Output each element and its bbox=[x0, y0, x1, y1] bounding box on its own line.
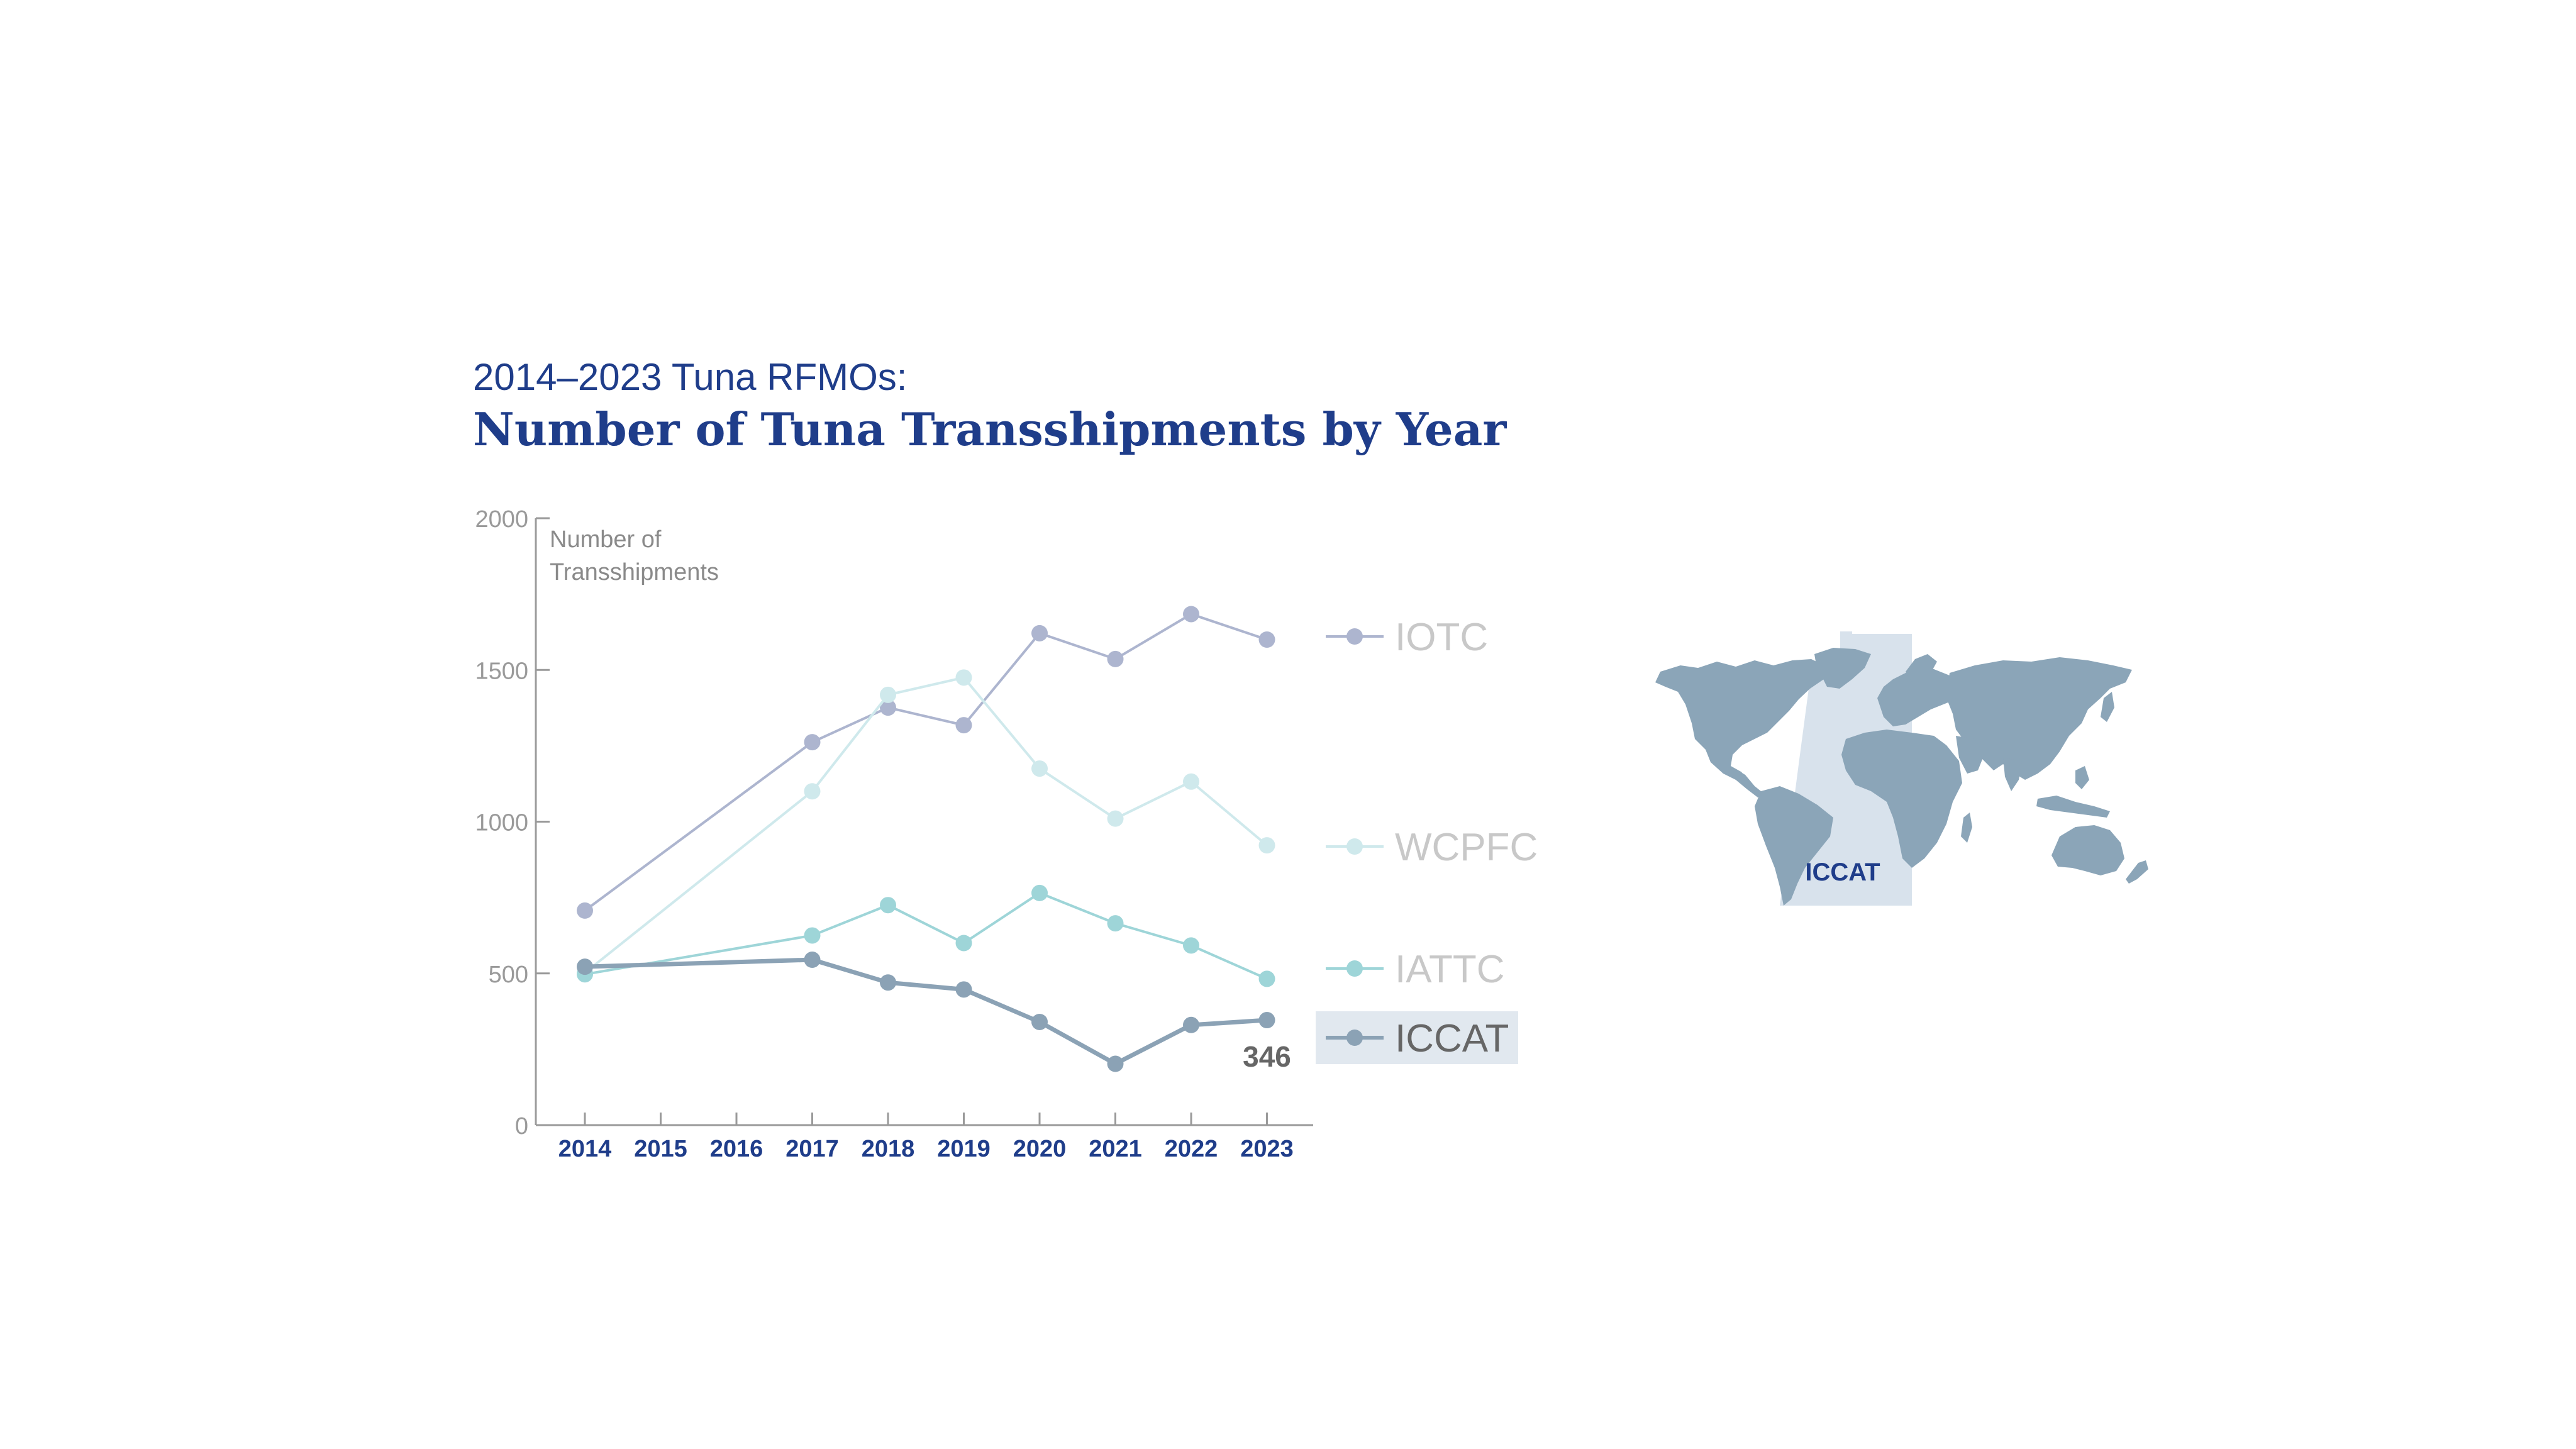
iccat-map-label: ICCAT bbox=[1805, 858, 1880, 886]
scandinavia-shape bbox=[1906, 654, 1937, 682]
chart-axes: 0 500 1000 1500 2000 2014 2015 2016 2017 2018 2019… bbox=[475, 506, 1313, 1162]
data-point bbox=[1031, 625, 1048, 641]
new-zealand-shape bbox=[2126, 860, 2148, 884]
world-map-icon: ICCAT bbox=[1655, 631, 2148, 906]
legend-label: IOTC bbox=[1395, 616, 1488, 659]
legend-item-iattc: IATTC bbox=[1326, 948, 1505, 991]
data-point bbox=[1258, 837, 1275, 854]
data-point bbox=[955, 981, 972, 998]
asia-shape bbox=[1946, 657, 2132, 780]
legend-label: ICCAT bbox=[1395, 1017, 1509, 1060]
x-tick-label: 2017 bbox=[786, 1136, 839, 1162]
data-point bbox=[1031, 760, 1048, 777]
x-tick-label: 2021 bbox=[1089, 1136, 1142, 1162]
legend-item-wcpfc: WCPFC bbox=[1326, 826, 1538, 869]
indonesia-shape bbox=[2036, 766, 2110, 818]
data-point bbox=[1258, 970, 1275, 987]
y-tick-label: 500 bbox=[489, 962, 528, 988]
x-tick-label: 2020 bbox=[1013, 1136, 1067, 1162]
chart-subtitle: Number of Tuna Transshipments by Year bbox=[473, 402, 1507, 456]
data-point bbox=[1183, 1016, 1199, 1033]
data-point bbox=[804, 734, 821, 751]
data-point bbox=[1258, 1012, 1275, 1029]
data-point bbox=[1107, 915, 1124, 932]
y-tick-label: 2000 bbox=[475, 506, 528, 533]
europe-shape bbox=[1877, 667, 1962, 726]
x-tick-label: 2015 bbox=[634, 1136, 687, 1162]
arabia-india-shape bbox=[1956, 736, 2022, 791]
value-annotation: 346 bbox=[1243, 1040, 1291, 1073]
legend-label: WCPFC bbox=[1395, 826, 1538, 869]
legend-marker bbox=[1346, 960, 1363, 977]
series-line bbox=[584, 891, 1268, 980]
y-axis-label: Number of Transshipments bbox=[550, 526, 719, 586]
north-america-shape bbox=[1655, 659, 1827, 780]
data-point bbox=[955, 717, 972, 734]
x-tick-label: 2023 bbox=[1240, 1136, 1294, 1162]
series-iattc bbox=[577, 884, 1275, 987]
chart-legend: IOTC WCPFC IATTC ICCAT bbox=[1316, 616, 1538, 1064]
australia-shape bbox=[2051, 825, 2124, 875]
data-point bbox=[1031, 1013, 1048, 1030]
y-tick-label: 0 bbox=[515, 1113, 528, 1140]
x-tick-label: 2014 bbox=[558, 1136, 612, 1162]
data-point bbox=[880, 974, 896, 991]
data-point bbox=[1258, 631, 1275, 648]
data-point bbox=[1183, 937, 1199, 954]
data-point bbox=[880, 699, 896, 716]
data-point bbox=[577, 902, 593, 919]
data-point bbox=[804, 952, 821, 969]
legend-item-iotc: IOTC bbox=[1326, 616, 1488, 659]
greenland-shape bbox=[1814, 648, 1871, 689]
y-tick-label: 1500 bbox=[475, 658, 528, 684]
series-iccat bbox=[577, 952, 1275, 1072]
series-iotc bbox=[577, 606, 1275, 919]
x-tick-label: 2016 bbox=[710, 1136, 763, 1162]
x-tick-label: 2022 bbox=[1165, 1136, 1218, 1162]
legend-marker bbox=[1346, 628, 1363, 645]
data-point bbox=[1107, 650, 1124, 667]
legend-marker bbox=[1346, 838, 1363, 855]
data-point bbox=[1183, 606, 1199, 623]
chart-title: 2014–2023 Tuna RFMOs: bbox=[473, 356, 908, 398]
data-point bbox=[804, 783, 821, 800]
x-tick-label: 2018 bbox=[862, 1136, 915, 1162]
data-point bbox=[1107, 1055, 1124, 1072]
legend-label: IATTC bbox=[1395, 948, 1505, 991]
data-point bbox=[1183, 773, 1199, 790]
data-point bbox=[804, 927, 821, 944]
africa-shape bbox=[1841, 730, 1962, 868]
data-point bbox=[577, 958, 593, 975]
data-point bbox=[955, 669, 972, 686]
data-point bbox=[1107, 810, 1124, 827]
x-tick-label: 2019 bbox=[937, 1136, 991, 1162]
data-point bbox=[880, 897, 896, 914]
y-axis-label-line: Transshipments bbox=[550, 559, 719, 586]
data-point bbox=[880, 686, 896, 703]
series-layer: 346 bbox=[577, 606, 1291, 1073]
legend-marker bbox=[1346, 1030, 1363, 1046]
series-line bbox=[584, 676, 1268, 974]
y-axis-label-line: Number of bbox=[550, 526, 662, 553]
japan-shape bbox=[2101, 692, 2114, 722]
south-america-shape bbox=[1755, 786, 1833, 906]
series-line bbox=[584, 613, 1268, 912]
y-tick-label: 1000 bbox=[475, 810, 528, 836]
central-america-shape bbox=[1731, 766, 1764, 797]
series-line bbox=[584, 957, 1267, 1067]
legend-item-iccat: ICCAT bbox=[1316, 1011, 1518, 1064]
madagascar-shape bbox=[1961, 813, 1972, 843]
data-point bbox=[955, 935, 972, 952]
data-point bbox=[1031, 884, 1048, 901]
